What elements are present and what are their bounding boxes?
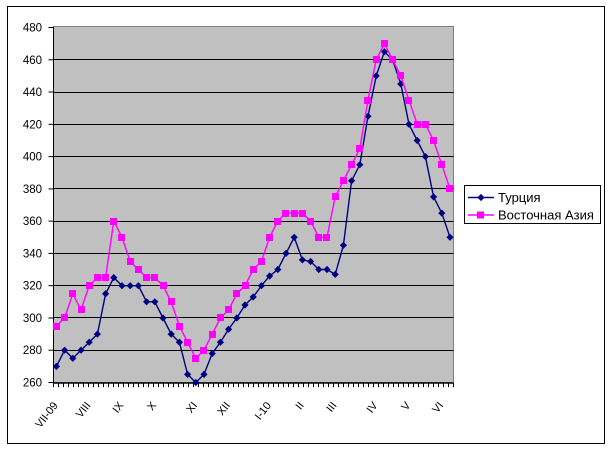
svg-text:380: 380	[23, 184, 42, 196]
svg-text:480: 480	[23, 23, 42, 35]
svg-text:460: 460	[23, 55, 42, 67]
svg-text:340: 340	[23, 248, 42, 260]
svg-text:420: 420	[23, 119, 42, 131]
svg-text:280: 280	[23, 345, 42, 357]
svg-text:260: 260	[23, 378, 42, 390]
svg-text:440: 440	[23, 87, 42, 99]
svg-text:400: 400	[23, 152, 42, 164]
svg-text:320: 320	[23, 281, 42, 293]
svg-text:Восточная Азия: Восточная Азия	[498, 208, 594, 223]
svg-text:300: 300	[23, 313, 42, 325]
svg-text:360: 360	[23, 216, 42, 228]
svg-text:Турция: Турция	[498, 190, 541, 205]
